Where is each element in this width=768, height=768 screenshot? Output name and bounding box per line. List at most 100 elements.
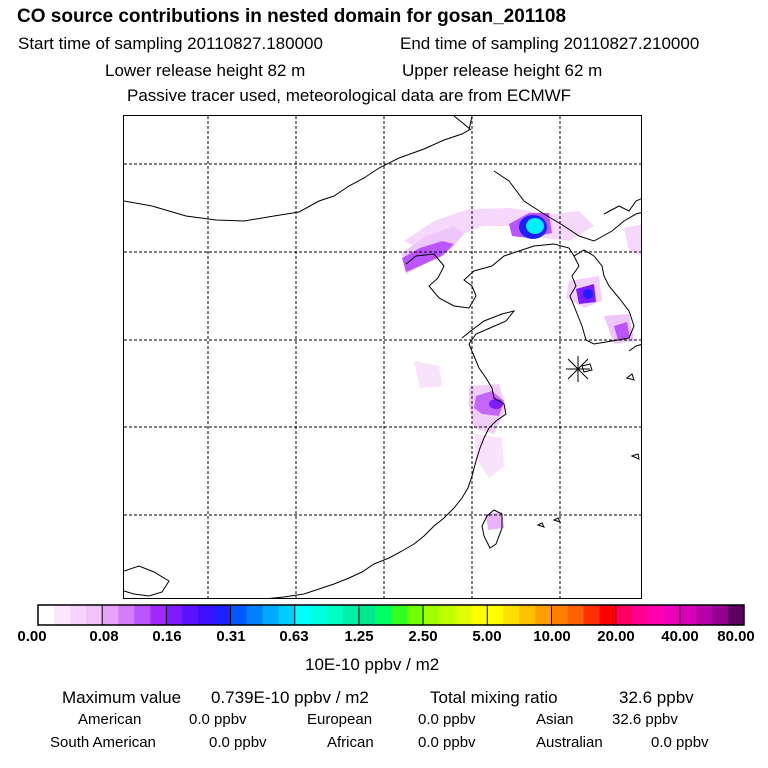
american-label: American <box>78 711 142 728</box>
colorbar-swatch <box>118 605 135 625</box>
manchuria-border <box>453 116 472 131</box>
asian-value: 32.6 ppbv <box>612 711 678 728</box>
colorbar-swatch <box>711 605 729 625</box>
taiwan-outline <box>481 509 503 549</box>
colorbar-tick-4: 0.63 <box>279 628 309 645</box>
colorbar-swatch <box>86 605 103 625</box>
colorbar-swatch <box>471 605 488 625</box>
colorbar-swatch <box>407 605 424 625</box>
african-label: African <box>327 734 374 751</box>
colorbar-tick-1: 0.08 <box>89 628 119 645</box>
plume-shanghai-medium <box>474 391 504 416</box>
colorbar-tick-10: 40.00 <box>661 628 699 645</box>
plume-coast-light <box>474 434 504 478</box>
american-value: 0.0 ppbv <box>189 711 247 728</box>
colorbar-swatch <box>150 605 167 625</box>
jeju-island <box>581 363 593 373</box>
colorbar-tick-8: 10.00 <box>533 628 571 645</box>
colorbar-swatch <box>134 605 151 625</box>
plume-peak-north-cyan <box>526 218 544 234</box>
colorbar-swatch <box>374 605 392 625</box>
colorbar-swatch <box>455 605 472 625</box>
colorbar <box>37 604 745 626</box>
tracer-note: Passive tracer used, meteorological data… <box>127 86 572 105</box>
colorbar-swatch <box>262 605 280 625</box>
australian-value: 0.0 ppbv <box>651 734 709 751</box>
total-mixing-value: 32.6 ppbv <box>619 688 694 707</box>
receptor-marker <box>566 356 590 382</box>
mongolia-border <box>124 116 473 222</box>
colorbar-swatch <box>326 605 344 625</box>
colorbar-swatch <box>294 605 312 625</box>
asian-label: Asian <box>536 711 574 728</box>
map-canvas <box>124 116 641 598</box>
japan-kyushu <box>628 344 641 352</box>
colorbar-tick-5: 1.25 <box>344 628 374 645</box>
colorbar-swatch <box>54 605 71 625</box>
islands-ryukyu-2 <box>630 453 640 460</box>
colorbar-swatch <box>358 605 376 625</box>
islands-ryukyu-4 <box>552 517 561 523</box>
plume-peak-korea <box>583 289 593 299</box>
end-time-label: End time of sampling 20110827.210000 <box>400 34 700 53</box>
start-time-label: Start time of sampling 20110827.180000 <box>18 34 323 53</box>
colorbar-swatch <box>342 605 360 625</box>
chart-title: CO source contributions in nested domain… <box>17 6 567 27</box>
colorbar-tick-2: 0.16 <box>152 628 182 645</box>
plume-inland-light <box>414 361 442 388</box>
colorbar-swatch <box>102 605 119 625</box>
plume-taiwan-light <box>486 512 504 530</box>
colorbar-swatch <box>615 605 633 625</box>
max-value: 0.739E-10 ppbv / m2 <box>211 688 369 707</box>
colorbar-swatch <box>278 605 296 625</box>
islands-ryukyu-3 <box>536 522 545 528</box>
colorbar-swatch <box>38 605 55 625</box>
south-american-value: 0.0 ppbv <box>209 734 267 751</box>
colorbar-swatch <box>310 605 328 625</box>
south-coast-fragment <box>124 565 170 597</box>
colorbar-tick-9: 20.00 <box>597 628 635 645</box>
colorbar-swatch <box>695 605 713 625</box>
colorbar-swatch <box>727 605 745 625</box>
colorbar-swatch <box>679 605 697 625</box>
colorbar-tick-6: 2.50 <box>408 628 438 645</box>
plume-bohai-medium <box>402 241 454 272</box>
colorbar-swatch <box>182 605 199 625</box>
european-label: European <box>307 711 373 728</box>
european-value: 0.0 ppbv <box>418 711 476 728</box>
max-value-label: Maximum value <box>62 688 182 707</box>
colorbar-swatch <box>230 605 248 625</box>
african-value: 0.0 ppbv <box>418 734 476 751</box>
colorbar-swatch <box>535 605 552 625</box>
colorbar-swatch <box>423 605 440 625</box>
plume-peak-shanghai <box>489 399 503 409</box>
concentration-plume-high <box>489 215 593 409</box>
bohai-coast <box>405 243 575 309</box>
south-american-label: South American <box>50 734 156 751</box>
colorbar-swatch <box>551 605 568 625</box>
colorbar-swatch <box>166 605 183 625</box>
plume-korea-south-medium <box>614 322 630 340</box>
colorbar-swatch <box>487 605 504 625</box>
coastlines <box>124 116 641 598</box>
colorbar-swatch <box>631 605 649 625</box>
colorbar-swatch <box>647 605 665 625</box>
colorbar-swatch <box>391 605 408 625</box>
lower-height-label: Lower release height 82 m <box>105 61 306 80</box>
colorbar-swatch <box>246 605 264 625</box>
china-korea-border <box>493 170 641 242</box>
colorbar-swatch <box>663 605 681 625</box>
colorbar-unit: 10E-10 ppbv / m2 <box>305 655 440 674</box>
colorbar-swatch <box>599 605 617 625</box>
total-mixing-label: Total mixing ratio <box>430 688 558 707</box>
japan-honshu <box>603 198 641 215</box>
colorbar-swatch <box>214 605 232 625</box>
map-panel <box>123 115 642 599</box>
colorbar-border <box>37 604 745 626</box>
islands-ryukyu-1 <box>625 373 635 381</box>
plume-ne-light <box>624 224 641 256</box>
colorbar-tick-7: 5.00 <box>472 628 502 645</box>
colorbar-swatch <box>567 605 585 625</box>
colorbar-swatch <box>70 605 87 625</box>
colorbar-tick-11: 80.00 <box>717 628 755 645</box>
